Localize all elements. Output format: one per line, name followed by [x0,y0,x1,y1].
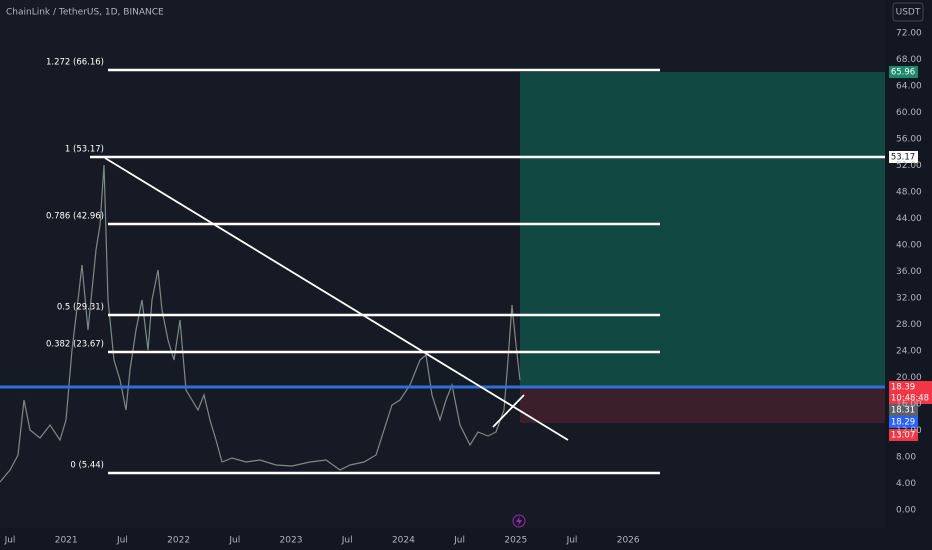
price-axis-label: 12.00 [896,426,922,436]
time-axis-label: 2026 [617,536,640,546]
event-icon-bolt [516,516,522,526]
price-tag-text: 13.07 [891,431,915,441]
price-axis-label: 72.00 [896,29,922,39]
price-axis-label: 24.00 [896,347,922,357]
price-axis-label: 20.00 [896,373,922,383]
price-axis-label: 68.00 [896,55,922,65]
price-axis-label: 0.00 [896,506,916,516]
price-tag [889,151,918,163]
price-history [0,164,521,483]
symbol-title: ChainLink / TetherUS, 1D, BINANCE [6,8,164,18]
time-axis-label: Jul [4,536,16,546]
price-axis-label: 44.00 [896,214,922,224]
price-axis-label: 64.00 [896,82,922,92]
price-axis-label: 28.00 [896,320,922,330]
time-axis-label: 2022 [167,536,190,546]
price-tag-text: 18.29 [891,418,915,428]
price-axis-label: 60.00 [896,108,922,118]
price-axis-label: 4.00 [896,479,916,489]
price-tag-text: 18.39 [891,383,915,393]
trend-line [492,394,525,428]
price-axis-label: 16.00 [896,400,922,410]
time-axis-label: Jul [116,536,128,546]
price-tag-text: 18.31 [891,406,915,416]
currency-button[interactable] [892,2,924,22]
price-axis-label: 56.00 [896,135,922,145]
time-axis-label: Jul [453,536,465,546]
time-axis-label: 2023 [280,536,303,546]
price-axis-panel [885,0,932,550]
price-axis-label: 36.00 [896,267,922,277]
currency-label[interactable]: USDT [896,8,921,18]
time-axis-label: 2021 [55,536,78,546]
time-axis-label: Jul [566,536,578,546]
profit-zone [520,72,885,387]
price-axis-label: 52.00 [896,161,922,171]
fib-label: 1.272 (66.16) [46,58,104,68]
price-tag [889,381,932,404]
price-axis-label: 40.00 [896,241,922,251]
price-tag-text: 53.17 [891,153,915,163]
time-axis-panel [0,528,885,550]
loss-zone [520,387,885,423]
fib-label: 0.382 (23.67) [46,340,104,350]
trend-line [104,157,569,441]
price-axis-label: 48.00 [896,188,922,198]
price-axis-label: 32.00 [896,294,922,304]
price-tag [889,404,918,416]
countdown-text: 10:48:48 [891,394,929,404]
time-axis-label: Jul [341,536,353,546]
fib-label: 0 (5.44) [70,461,104,471]
time-axis-label: Jul [228,536,240,546]
time-axis-label: 2025 [504,536,527,546]
fib-label: 1 (53.17) [65,145,104,155]
price-tag [889,416,918,428]
price-tag [889,66,918,78]
price-axis-label: 8.00 [896,453,916,463]
time-axis-label: 2024 [392,536,415,546]
price-tag-text: 65.96 [891,68,915,78]
fib-label: 0.786 (42.96) [46,212,104,222]
event-icon[interactable] [512,514,526,528]
fib-label: 0.5 (29.31) [57,303,104,313]
price-tag [889,429,918,441]
